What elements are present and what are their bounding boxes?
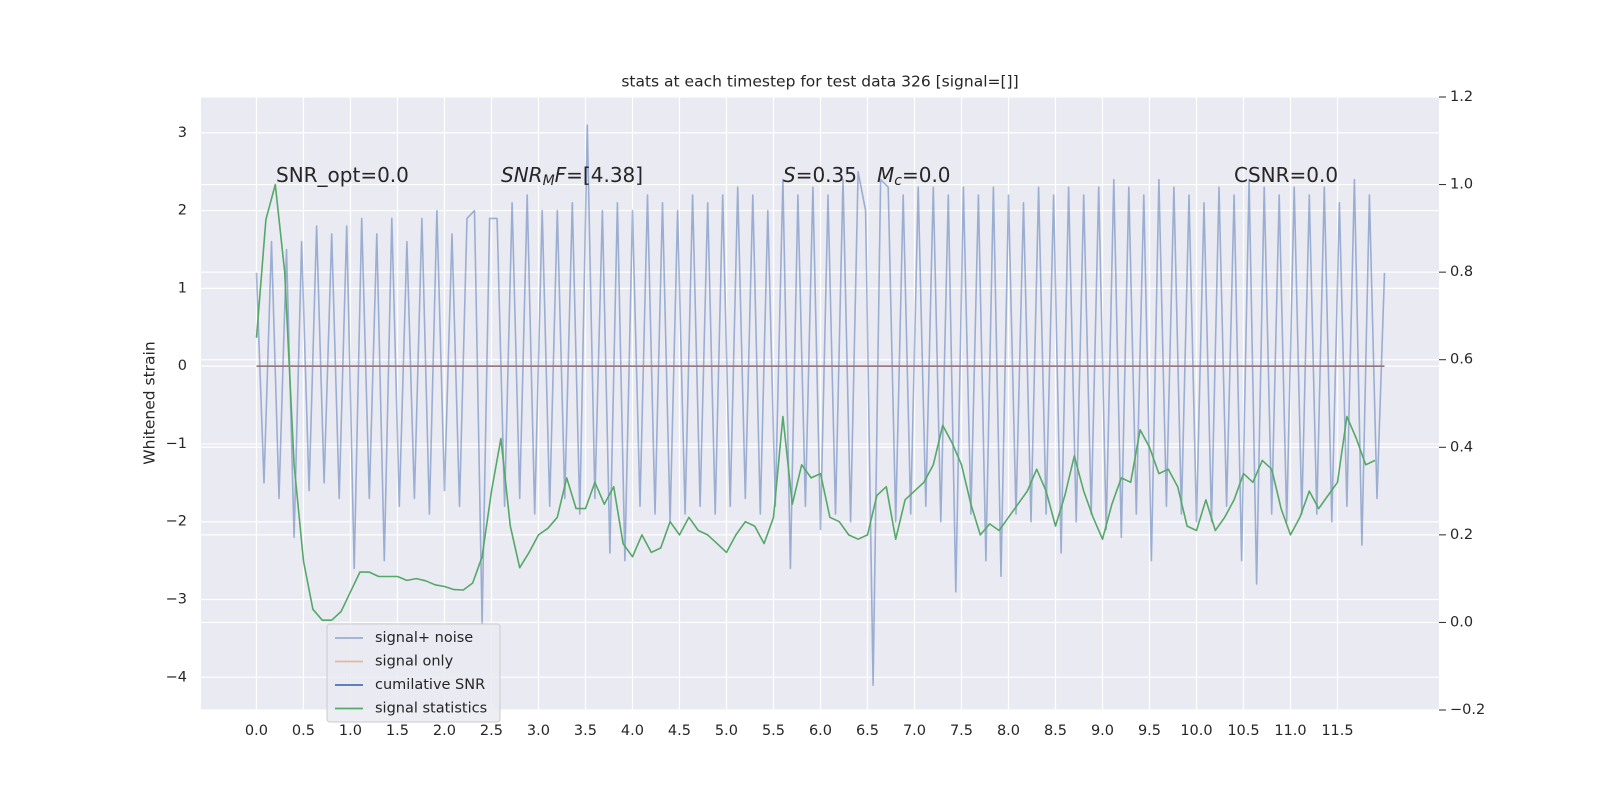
- annotation-part: =0.0: [902, 163, 951, 187]
- series-line: [255, 124, 1386, 686]
- x-tick-label: 8.5: [1044, 723, 1067, 739]
- marks: [255, 124, 1386, 686]
- legend-box: [326, 623, 501, 723]
- y2-tick-label: 0.4: [1450, 439, 1473, 455]
- x-tick-label: 2.0: [433, 723, 456, 739]
- x-tick-label: 11.0: [1274, 723, 1306, 739]
- annotation: CSNR=0.0: [1234, 163, 1338, 187]
- overlay: 0.0 0.5 1.0 1.5 2.0 2.5 3.0 3.5 4.0 4.5 5.0 5.5 6.0 6…: [166, 89, 1486, 739]
- x-tick-label: 10.0: [1180, 723, 1212, 739]
- x-tick-label: 8.0: [997, 723, 1020, 739]
- legend-label: cumilative SNR: [375, 677, 485, 693]
- y-axis-label: Whitened strain: [141, 341, 159, 464]
- y-tick-label: 3: [178, 125, 187, 141]
- legend-label: signal statistics: [375, 701, 487, 717]
- annotation-part: SNR_opt=0.0: [276, 163, 409, 187]
- x-tick-label: 9.5: [1138, 723, 1161, 739]
- annotation: S=0.35: [783, 163, 857, 187]
- y2-tick-label: 0.0: [1450, 614, 1473, 630]
- x-tick-label: 0.5: [292, 723, 315, 739]
- annotation: Mc=0.0: [877, 163, 951, 190]
- y-tick-label: −3: [166, 592, 187, 608]
- x-tick-label: 7.0: [903, 723, 926, 739]
- x-tick-label: 9.0: [1091, 723, 1114, 739]
- x-tick-label: 5.5: [762, 723, 785, 739]
- x-tick-label: 6.5: [856, 723, 879, 739]
- annotation-part: S: [783, 163, 796, 187]
- legend-label: signal+ noise: [375, 630, 473, 646]
- x-tick-label: 6.0: [809, 723, 832, 739]
- annotation-part: SNR: [501, 163, 543, 187]
- annotation-part: M: [543, 173, 555, 189]
- chart-title: stats at each timestep for test data 326…: [621, 73, 1018, 91]
- y2-tick-label: −0.2: [1450, 702, 1485, 718]
- x-tick-label: 3.5: [574, 723, 597, 739]
- x-tick-label: 2.5: [480, 723, 503, 739]
- y-tick-label: 0: [178, 358, 187, 374]
- y-tick-label: −2: [166, 514, 187, 530]
- x-tick-label: 0.0: [245, 723, 268, 739]
- annotation-part: M: [877, 163, 894, 187]
- annotation-part: F: [555, 163, 567, 187]
- grid: [201, 96, 1439, 711]
- x-tick-label: 1.0: [339, 723, 362, 739]
- x-tick-label: 7.5: [950, 723, 973, 739]
- y2-tick-label: 1.2: [1450, 89, 1473, 105]
- y-tick-label: −4: [166, 669, 187, 685]
- x-tick-label: 11.5: [1321, 723, 1353, 739]
- x-tick-label: 10.5: [1227, 723, 1259, 739]
- annotation-part: =0.35: [796, 163, 857, 187]
- annotation: SNRMF=[4.38]: [501, 163, 643, 190]
- y-tick-label: −1: [166, 436, 187, 452]
- x-tick-label: 5.0: [715, 723, 738, 739]
- annotation: SNR_opt=0.0: [276, 163, 409, 187]
- x-tick-label: 4.0: [621, 723, 644, 739]
- y-tick-label: 2: [178, 203, 187, 219]
- x-tick-label: 1.5: [386, 723, 409, 739]
- y-tick-label: 1: [178, 280, 187, 296]
- series-line: [255, 183, 1376, 621]
- y2-tick-label: 0.6: [1450, 352, 1473, 368]
- annotation-part: CSNR=0.0: [1234, 163, 1338, 187]
- x-tick-label: 4.5: [668, 723, 691, 739]
- y2-tick-label: 0.8: [1450, 264, 1473, 280]
- legend-label: signal only: [375, 654, 454, 670]
- x-tick-label: 3.0: [527, 723, 550, 739]
- annotation-part: =[4.38]: [566, 163, 643, 187]
- y2-tick-label: 1.0: [1450, 177, 1473, 193]
- y2-tick-label: 0.2: [1450, 527, 1473, 543]
- annotation-part: c: [894, 173, 902, 189]
